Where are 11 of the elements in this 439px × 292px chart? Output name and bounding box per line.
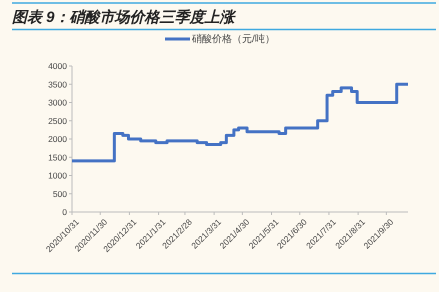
- y-tick-label: 2500: [48, 116, 68, 126]
- y-tick-label: 0: [62, 207, 68, 217]
- y-tick-label: 4000: [48, 61, 68, 71]
- y-tick-label: 1000: [48, 170, 68, 180]
- y-tick-label: 500: [52, 188, 68, 199]
- y-tick-label: 3500: [48, 79, 68, 90]
- y-tick-label: 1500: [48, 152, 68, 162]
- y-tick-label: 2000: [48, 134, 68, 144]
- legend-label: 硝酸价格（元/吨）: [191, 33, 275, 45]
- chart-title: 图表 9：硝酸市场价格三季度上涨: [12, 8, 237, 26]
- y-tick-label: 3000: [48, 98, 68, 108]
